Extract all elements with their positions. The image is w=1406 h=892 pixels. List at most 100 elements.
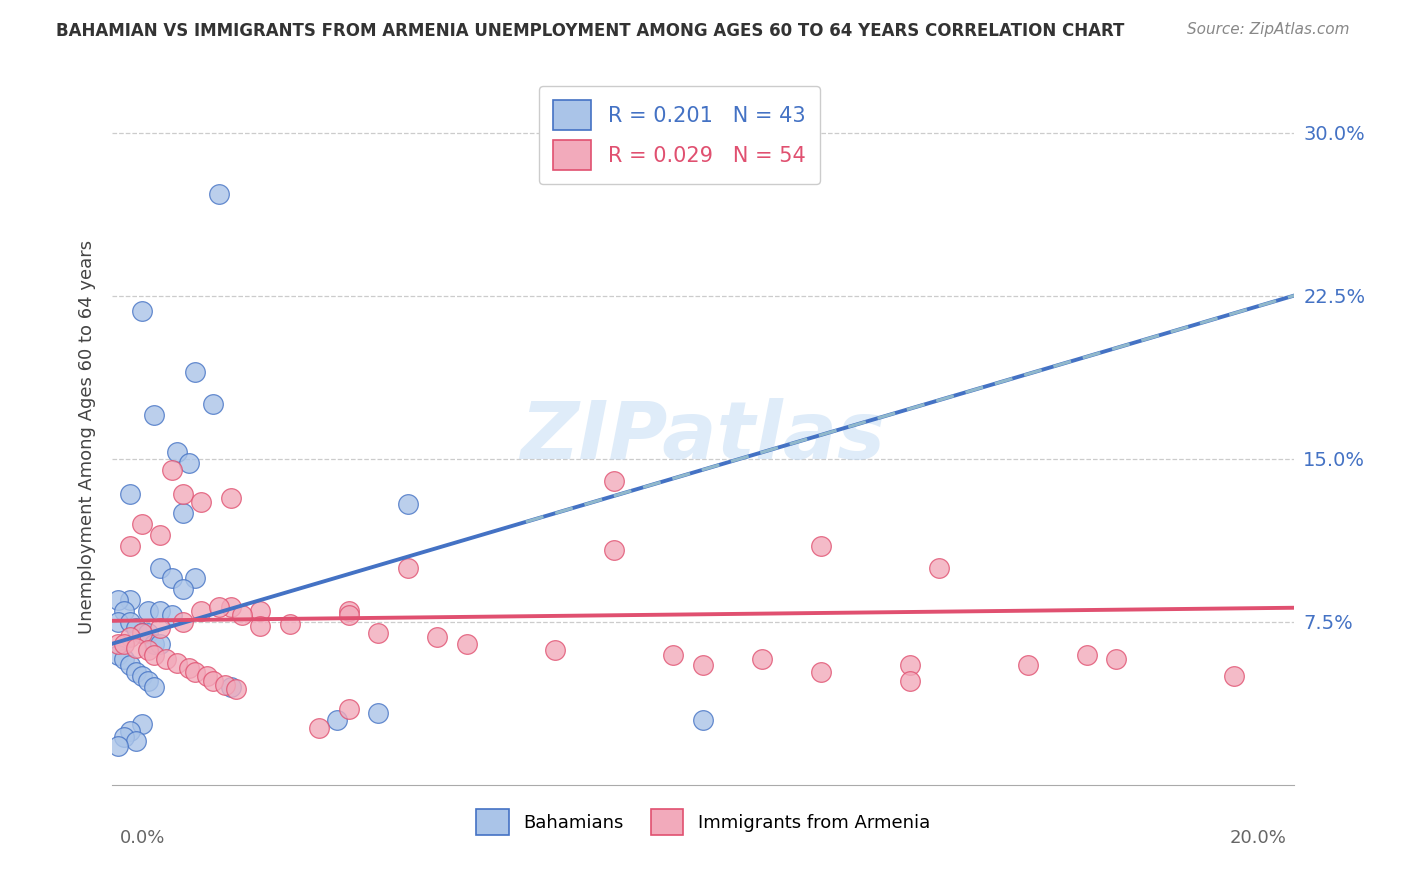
Point xyxy=(184,571,207,585)
Point xyxy=(160,608,183,623)
Point xyxy=(898,673,921,688)
Point xyxy=(184,665,207,679)
Point xyxy=(201,397,224,411)
Point xyxy=(166,445,188,459)
Point xyxy=(692,658,714,673)
Point xyxy=(231,608,253,623)
Point xyxy=(125,640,148,655)
Point xyxy=(1223,669,1246,683)
Point xyxy=(603,474,626,488)
Point xyxy=(120,539,142,553)
Point xyxy=(810,665,832,679)
Point xyxy=(662,648,685,662)
Point xyxy=(149,528,172,542)
Point xyxy=(107,637,129,651)
Point xyxy=(326,713,349,727)
Point xyxy=(172,506,194,520)
Point xyxy=(898,658,921,673)
Point xyxy=(125,665,148,679)
Point xyxy=(367,706,389,721)
Point xyxy=(249,604,271,618)
Point xyxy=(1017,658,1039,673)
Point xyxy=(120,630,142,644)
Point xyxy=(179,456,201,470)
Point xyxy=(208,599,231,614)
Point xyxy=(456,637,478,651)
Point xyxy=(142,409,165,423)
Point xyxy=(278,617,301,632)
Point xyxy=(120,486,142,500)
Point xyxy=(928,560,950,574)
Point xyxy=(308,722,330,736)
Point xyxy=(426,630,449,644)
Point xyxy=(131,717,153,731)
Y-axis label: Unemployment Among Ages 60 to 64 years: Unemployment Among Ages 60 to 64 years xyxy=(77,240,96,634)
Point xyxy=(201,673,224,688)
Point xyxy=(149,560,172,574)
Point xyxy=(112,730,135,744)
Point xyxy=(172,486,194,500)
Point xyxy=(112,637,135,651)
Point xyxy=(214,678,236,692)
Point xyxy=(396,560,419,574)
Point xyxy=(107,648,129,662)
Point xyxy=(184,365,207,379)
Point xyxy=(337,604,360,618)
Point xyxy=(136,604,159,618)
Text: 0.0%: 0.0% xyxy=(120,829,165,847)
Point xyxy=(120,723,142,738)
Point xyxy=(107,739,129,753)
Point xyxy=(112,604,135,618)
Point xyxy=(692,713,714,727)
Point xyxy=(149,604,172,618)
Point xyxy=(155,652,177,666)
Point xyxy=(1076,648,1098,662)
Text: 20.0%: 20.0% xyxy=(1230,829,1286,847)
Point xyxy=(142,648,165,662)
Point xyxy=(190,604,212,618)
Point xyxy=(219,680,242,694)
Text: BAHAMIAN VS IMMIGRANTS FROM ARMENIA UNEMPLOYMENT AMONG AGES 60 TO 64 YEARS CORRE: BAHAMIAN VS IMMIGRANTS FROM ARMENIA UNEM… xyxy=(56,22,1125,40)
Point xyxy=(219,599,242,614)
Point xyxy=(149,621,172,635)
Point xyxy=(131,669,153,683)
Point xyxy=(142,680,165,694)
Point xyxy=(120,593,142,607)
Point xyxy=(337,702,360,716)
Point xyxy=(160,571,183,585)
Text: Source: ZipAtlas.com: Source: ZipAtlas.com xyxy=(1187,22,1350,37)
Point xyxy=(172,615,194,629)
Point xyxy=(190,495,212,509)
Point xyxy=(337,608,360,623)
Point xyxy=(219,491,242,505)
Point xyxy=(172,582,194,597)
Point xyxy=(131,304,153,318)
Point xyxy=(136,625,159,640)
Point xyxy=(179,660,201,674)
Point xyxy=(125,621,148,635)
Legend: Bahamians, Immigrants from Armenia: Bahamians, Immigrants from Armenia xyxy=(465,798,941,846)
Text: ZIPatlas: ZIPatlas xyxy=(520,398,886,476)
Point xyxy=(603,543,626,558)
Point xyxy=(136,643,159,657)
Point xyxy=(142,637,165,651)
Point xyxy=(1105,652,1128,666)
Point xyxy=(160,463,183,477)
Point xyxy=(367,625,389,640)
Point xyxy=(120,658,142,673)
Point xyxy=(544,643,567,657)
Point xyxy=(120,615,142,629)
Point xyxy=(131,625,153,640)
Point xyxy=(249,619,271,633)
Point xyxy=(107,615,129,629)
Point xyxy=(107,593,129,607)
Point xyxy=(810,539,832,553)
Point xyxy=(751,652,773,666)
Point xyxy=(208,186,231,201)
Point xyxy=(166,657,188,671)
Point xyxy=(131,625,153,640)
Point xyxy=(112,652,135,666)
Point xyxy=(125,734,148,748)
Point xyxy=(396,498,419,512)
Point xyxy=(131,516,153,531)
